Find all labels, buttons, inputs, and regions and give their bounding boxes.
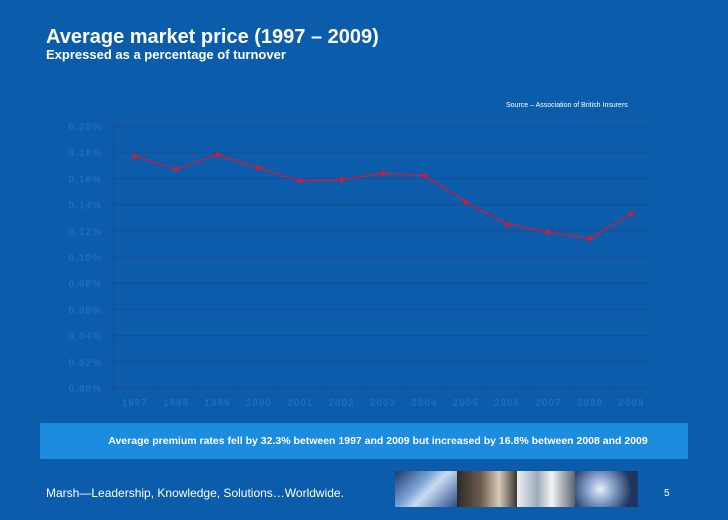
- photo-strip: [395, 471, 638, 507]
- x-tick-label: 2004: [411, 398, 437, 409]
- data-point: [628, 210, 635, 217]
- x-tick-label: 1997: [122, 398, 148, 409]
- data-point: [131, 153, 138, 160]
- business-team-photo: [457, 471, 517, 507]
- handshake-photo: [517, 471, 575, 507]
- x-axis-ticks: 1997 1998 1999 2000 2001 2002 2003 2004 2005 2006…: [122, 398, 644, 409]
- footer: Marsh—Leadership, Knowledge, Solutions…W…: [0, 471, 728, 520]
- y-tick-label: 0.20%: [69, 122, 102, 133]
- data-point: [379, 170, 387, 177]
- x-tick-label: 2009: [618, 398, 644, 409]
- y-tick-label: 0.10%: [69, 253, 102, 264]
- x-tick-label: 2005: [453, 398, 479, 409]
- summary-banner: Average premium rates fell by 32.3% betw…: [40, 423, 688, 459]
- gridlines: [109, 125, 652, 393]
- y-tick-label: 0.16%: [69, 174, 102, 185]
- x-tick-label: 1999: [204, 398, 230, 409]
- x-tick-label: 1998: [163, 398, 189, 409]
- slide-subtitle: Expressed as a percentage of turnover: [46, 47, 286, 62]
- data-point: [338, 176, 345, 183]
- summary-text: Average premium rates fell by 32.3% betw…: [108, 435, 648, 447]
- page-number: 5: [664, 488, 670, 499]
- line-chart: 0.00% 0.02% 0.04% 0.06% 0.08% 0.10% 0.12% 0.14%…: [69, 122, 652, 409]
- x-tick-label: 2001: [287, 398, 313, 409]
- data-point: [255, 164, 262, 172]
- data-point: [586, 235, 594, 242]
- x-tick-label: 2007: [535, 398, 561, 409]
- network-photo: [575, 471, 638, 507]
- y-tick-label: 0.14%: [69, 201, 102, 212]
- x-tick-label: 2008: [577, 398, 603, 409]
- data-point: [545, 228, 552, 236]
- series-line: [134, 154, 632, 240]
- x-tick-label: 2006: [494, 398, 520, 409]
- y-tick-label: 0.18%: [69, 148, 102, 159]
- x-tick-label: 2000: [246, 398, 272, 409]
- y-axis-ticks: 0.00% 0.02% 0.04% 0.06% 0.08% 0.10% 0.12% 0.14%…: [69, 122, 102, 395]
- y-tick-label: 0.04%: [69, 332, 102, 343]
- y-tick-label: 0.06%: [69, 305, 102, 316]
- globe-photo: [395, 471, 457, 507]
- slide-title: Average market price (1997 – 2009): [46, 26, 379, 48]
- footer-tagline: Marsh—Leadership, Knowledge, Solutions…W…: [46, 486, 344, 500]
- x-tick-label: 2003: [370, 398, 396, 409]
- y-tick-label: 0.12%: [69, 227, 102, 238]
- series-group: [131, 151, 635, 242]
- data-point: [504, 221, 511, 228]
- x-tick-label: 2002: [328, 398, 354, 409]
- y-tick-label: 0.08%: [69, 279, 102, 290]
- source-note: Source – Association of British Insurers: [506, 102, 628, 109]
- y-tick-label: 0.00%: [69, 384, 102, 395]
- data-point: [172, 166, 180, 173]
- y-tick-label: 0.02%: [69, 358, 102, 369]
